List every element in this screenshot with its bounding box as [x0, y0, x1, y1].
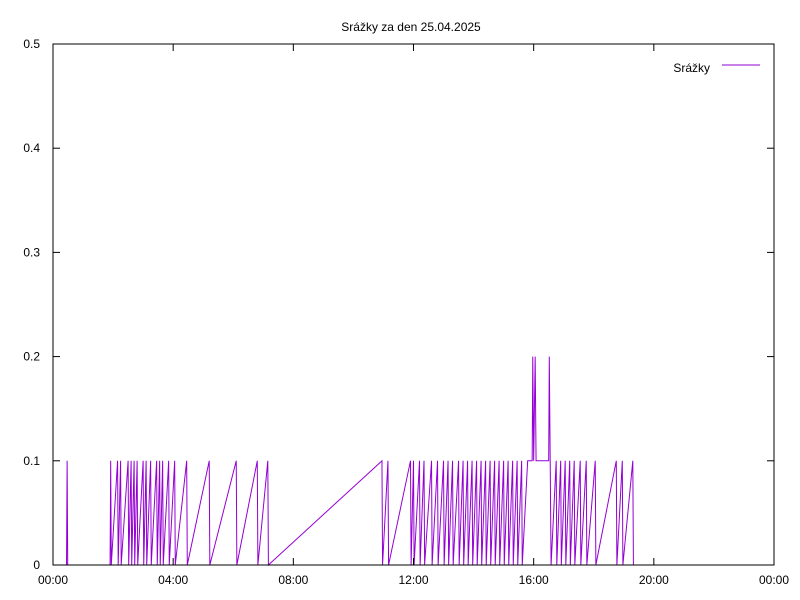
y-tick-label: 0.4: [23, 141, 40, 155]
x-tick-label: 08:00: [278, 573, 308, 587]
y-tick-label: 0.5: [23, 37, 40, 51]
x-tick-label: 12:00: [398, 573, 428, 587]
x-tick-label: 04:00: [158, 573, 188, 587]
x-tick-label: 16:00: [519, 573, 549, 587]
y-tick-label: 0.1: [23, 454, 40, 468]
legend: Srážky: [673, 61, 760, 75]
y-tick-label: 0.3: [23, 245, 40, 259]
legend-label: Srážky: [673, 61, 710, 75]
y-tick-label: 0.2: [23, 350, 40, 364]
axes-layer: 0 0.1 0.2 0.3 0.4 0.5 00:00 04:00 08:00 12:00 16:0…: [23, 37, 789, 587]
x-tick-label: 00:00: [759, 573, 789, 587]
x-tick-label: 00:00: [38, 573, 68, 587]
chart-title: Srážky za den 25.04.2025: [341, 20, 481, 34]
y-tick-label: 0: [33, 558, 40, 572]
series-layer: [53, 356, 774, 567]
series-line-0: [53, 356, 774, 567]
x-tick-label: 20:00: [639, 573, 669, 587]
